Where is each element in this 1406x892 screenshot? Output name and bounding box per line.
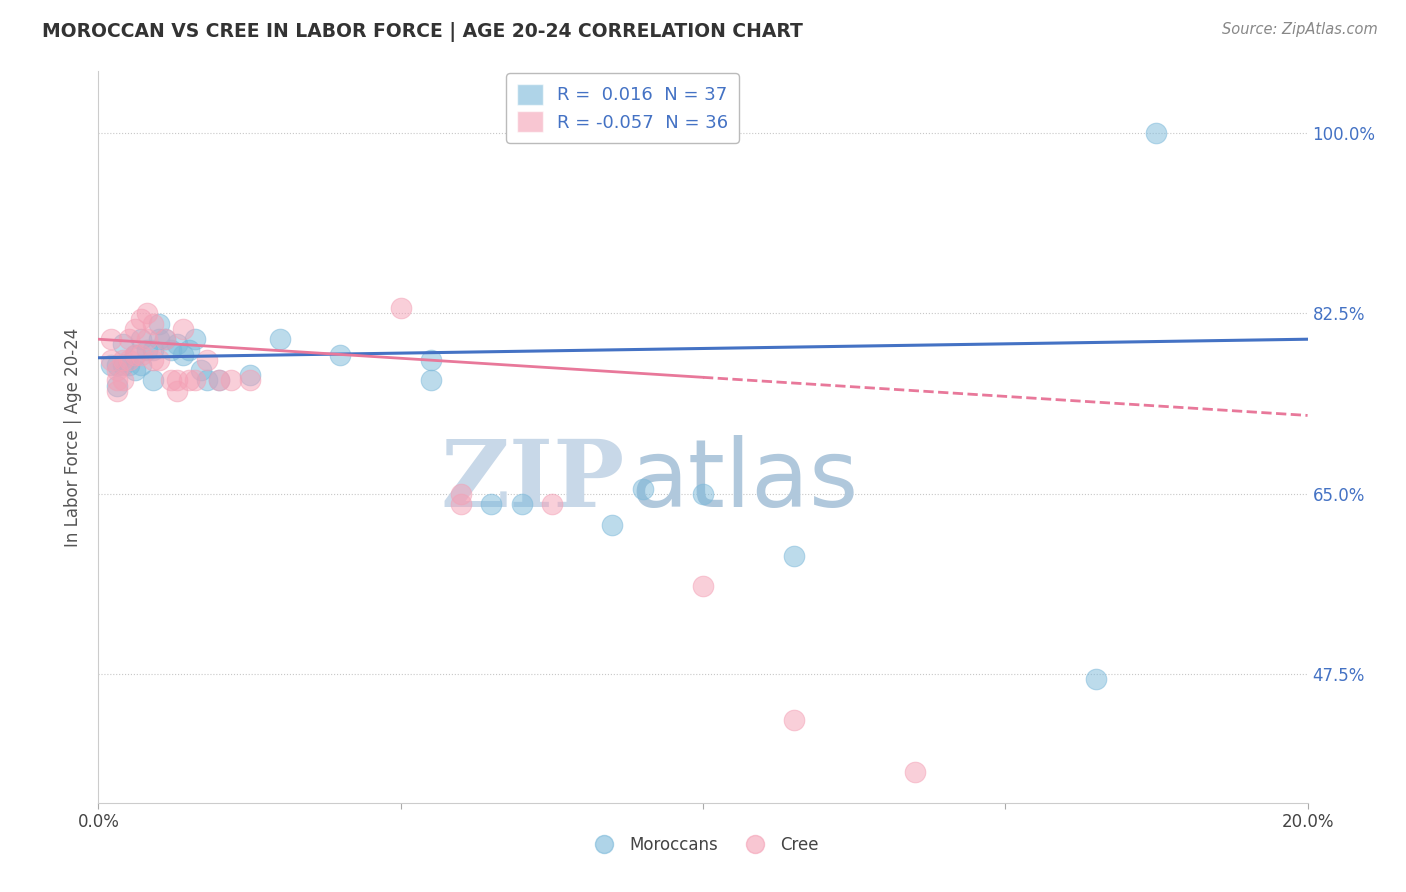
Point: [124, 348, 146, 362]
Point: [118, 358, 141, 372]
Point: [692, 487, 714, 501]
Point: [100, 358, 122, 372]
Point: [111, 337, 134, 351]
Point: [105, 378, 128, 392]
Y-axis label: In Labor Force | Age 20-24: In Labor Force | Age 20-24: [65, 327, 83, 547]
Point: [142, 352, 165, 367]
Point: [142, 317, 165, 331]
Point: [1144, 126, 1167, 140]
Point: [129, 332, 152, 346]
Text: Source: ZipAtlas.com: Source: ZipAtlas.com: [1222, 22, 1378, 37]
Point: [118, 352, 141, 367]
Point: [124, 348, 146, 362]
Point: [148, 317, 170, 331]
Point: [135, 343, 157, 357]
Point: [166, 337, 188, 351]
Point: [208, 373, 231, 387]
Point: [118, 332, 141, 346]
Point: [153, 332, 176, 346]
Point: [450, 487, 472, 501]
Point: [179, 373, 201, 387]
Point: [148, 352, 170, 367]
Point: [329, 348, 352, 362]
Point: [692, 579, 714, 593]
Point: [450, 497, 472, 511]
Text: atlas: atlas: [630, 435, 859, 527]
Point: [631, 482, 654, 496]
Point: [904, 764, 927, 779]
Point: [195, 352, 218, 367]
Point: [172, 348, 194, 362]
Point: [129, 348, 152, 362]
Point: [190, 363, 212, 377]
Point: [160, 373, 183, 387]
Point: [184, 332, 207, 346]
Point: [783, 549, 806, 563]
Point: [135, 306, 157, 320]
Point: [100, 352, 122, 367]
Point: [153, 332, 176, 346]
Point: [179, 343, 201, 357]
Point: [160, 343, 183, 357]
Point: [124, 363, 146, 377]
Point: [111, 373, 134, 387]
Point: [221, 373, 243, 387]
Point: [184, 373, 207, 387]
Point: [142, 343, 165, 357]
Point: [239, 368, 262, 383]
Point: [111, 358, 134, 372]
Point: [142, 373, 165, 387]
Point: [1085, 672, 1108, 686]
Point: [111, 352, 134, 367]
Point: [783, 714, 806, 728]
Text: ZIP: ZIP: [440, 436, 624, 526]
Point: [269, 332, 291, 346]
Point: [208, 373, 231, 387]
Point: [420, 373, 443, 387]
Point: [602, 517, 624, 532]
Point: [124, 322, 146, 336]
Point: [510, 497, 533, 511]
Text: MOROCCAN VS CREE IN LABOR FORCE | AGE 20-24 CORRELATION CHART: MOROCCAN VS CREE IN LABOR FORCE | AGE 20…: [42, 22, 803, 42]
Point: [129, 311, 152, 326]
Point: [239, 373, 262, 387]
Point: [105, 358, 128, 372]
Point: [166, 373, 188, 387]
Point: [105, 384, 128, 398]
Point: [148, 332, 170, 346]
Point: [420, 352, 443, 367]
Point: [135, 332, 157, 346]
Point: [100, 332, 122, 346]
Point: [540, 497, 562, 511]
Point: [172, 322, 194, 336]
Point: [389, 301, 412, 316]
Point: [481, 497, 503, 511]
Point: [195, 373, 218, 387]
Legend: Moroccans, Cree: Moroccans, Cree: [581, 829, 825, 860]
Point: [105, 363, 128, 377]
Point: [105, 373, 128, 387]
Point: [129, 358, 152, 372]
Point: [166, 384, 188, 398]
